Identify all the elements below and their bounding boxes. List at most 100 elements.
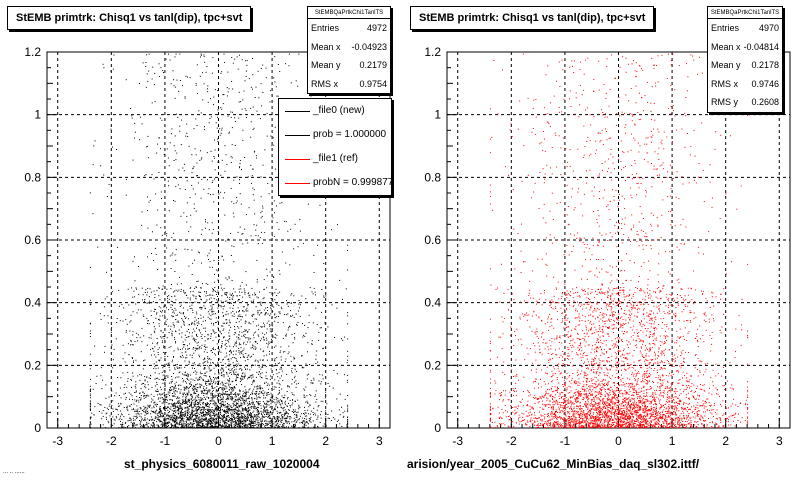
y-tick-label: 0	[34, 421, 41, 435]
y-tick-label: 1.2	[24, 45, 41, 59]
scatter-point	[208, 366, 210, 368]
scatter-point	[279, 399, 281, 401]
scatter-point	[192, 423, 194, 425]
scatter-point	[216, 425, 217, 427]
scatter-point	[207, 422, 208, 424]
scatter-point	[197, 341, 199, 343]
scatter-point	[233, 372, 235, 374]
scatter-point	[235, 413, 237, 415]
scatter-point	[329, 385, 331, 387]
scatter-point	[227, 416, 229, 418]
scatter-point	[247, 413, 248, 415]
scatter-point	[194, 392, 196, 394]
scatter-point	[212, 423, 214, 425]
scatter-point	[154, 372, 156, 374]
scatter-point	[200, 419, 202, 420]
scatter-point	[237, 318, 238, 320]
scatter-point	[174, 290, 176, 292]
scatter-point	[210, 420, 211, 422]
scatter-point	[289, 399, 291, 401]
scatter-point	[271, 418, 273, 420]
scatter-point	[247, 391, 249, 393]
scatter-point	[179, 408, 181, 410]
scatter-point	[126, 386, 128, 388]
scatter-point	[211, 182, 213, 183]
scatter-point	[270, 419, 272, 421]
scatter-point	[186, 416, 188, 418]
scatter-point	[293, 295, 295, 297]
scatter-point	[207, 334, 209, 336]
scatter-point	[251, 418, 253, 420]
scatter-point	[270, 399, 272, 401]
scatter-point	[178, 427, 179, 428]
scatter-point	[144, 418, 146, 420]
scatter-point	[168, 309, 170, 311]
scatter-point	[112, 291, 114, 293]
scatter-point	[218, 388, 219, 389]
scatter-point	[171, 378, 173, 380]
scatter-point	[218, 415, 220, 417]
scatter-point	[286, 300, 287, 302]
scatter-point	[100, 375, 102, 377]
scatter-point	[303, 367, 305, 369]
scatter-point	[180, 283, 182, 285]
scatter-point	[198, 294, 200, 296]
scatter-point	[233, 371, 234, 373]
scatter-point	[245, 395, 247, 397]
scatter-point	[285, 403, 287, 405]
scatter-point	[199, 386, 201, 388]
scatter-point	[159, 407, 161, 409]
scatter-point	[110, 342, 112, 343]
scatter-point	[204, 126, 205, 128]
scatter-point	[149, 420, 150, 422]
scatter-point	[134, 410, 135, 412]
scatter-point	[159, 408, 161, 410]
scatter-point	[187, 393, 189, 395]
scatter-point	[174, 409, 176, 411]
scatter-point	[117, 377, 119, 378]
scatter-point	[203, 425, 205, 427]
scatter-point	[199, 407, 201, 409]
scatter-point	[226, 95, 228, 97]
scatter-point	[179, 306, 181, 307]
scatter-point	[347, 379, 349, 381]
scatter-point	[207, 411, 209, 413]
scatter-point	[244, 403, 246, 405]
scatter-point	[228, 372, 230, 374]
scatter-point	[210, 297, 212, 299]
scatter-point	[214, 422, 216, 424]
scatter-point	[282, 408, 284, 410]
scatter-point	[143, 411, 145, 413]
scatter-point	[261, 419, 263, 421]
scatter-point	[276, 417, 278, 419]
scatter-point	[218, 373, 220, 375]
scatter-point	[144, 414, 146, 416]
scatter-point	[160, 307, 162, 309]
scatter-point	[244, 373, 246, 375]
scatter-point	[231, 413, 233, 415]
scatter-point	[134, 296, 136, 298]
scatter-point	[294, 414, 296, 415]
scatter-point	[195, 154, 197, 156]
scatter-point	[192, 262, 194, 264]
scatter-point	[195, 319, 197, 321]
scatter-point	[162, 340, 163, 342]
scatter-point	[337, 224, 338, 226]
scatter-point	[248, 354, 250, 356]
scatter-point	[176, 410, 178, 412]
scatter-point	[251, 315, 253, 317]
scatter-point	[193, 406, 195, 408]
scatter-point	[218, 407, 220, 409]
scatter-point	[211, 300, 213, 302]
scatter-point	[157, 354, 159, 356]
scatter-point	[245, 391, 247, 393]
scatter-point	[224, 385, 226, 387]
scatter-point	[240, 347, 242, 349]
scatter-point	[193, 385, 195, 387]
scatter-point	[182, 307, 184, 309]
scatter-point	[264, 427, 266, 428]
scatter-point	[193, 371, 195, 373]
scatter-point	[155, 193, 157, 195]
scatter-point	[162, 288, 164, 290]
scatter-point	[185, 420, 187, 422]
